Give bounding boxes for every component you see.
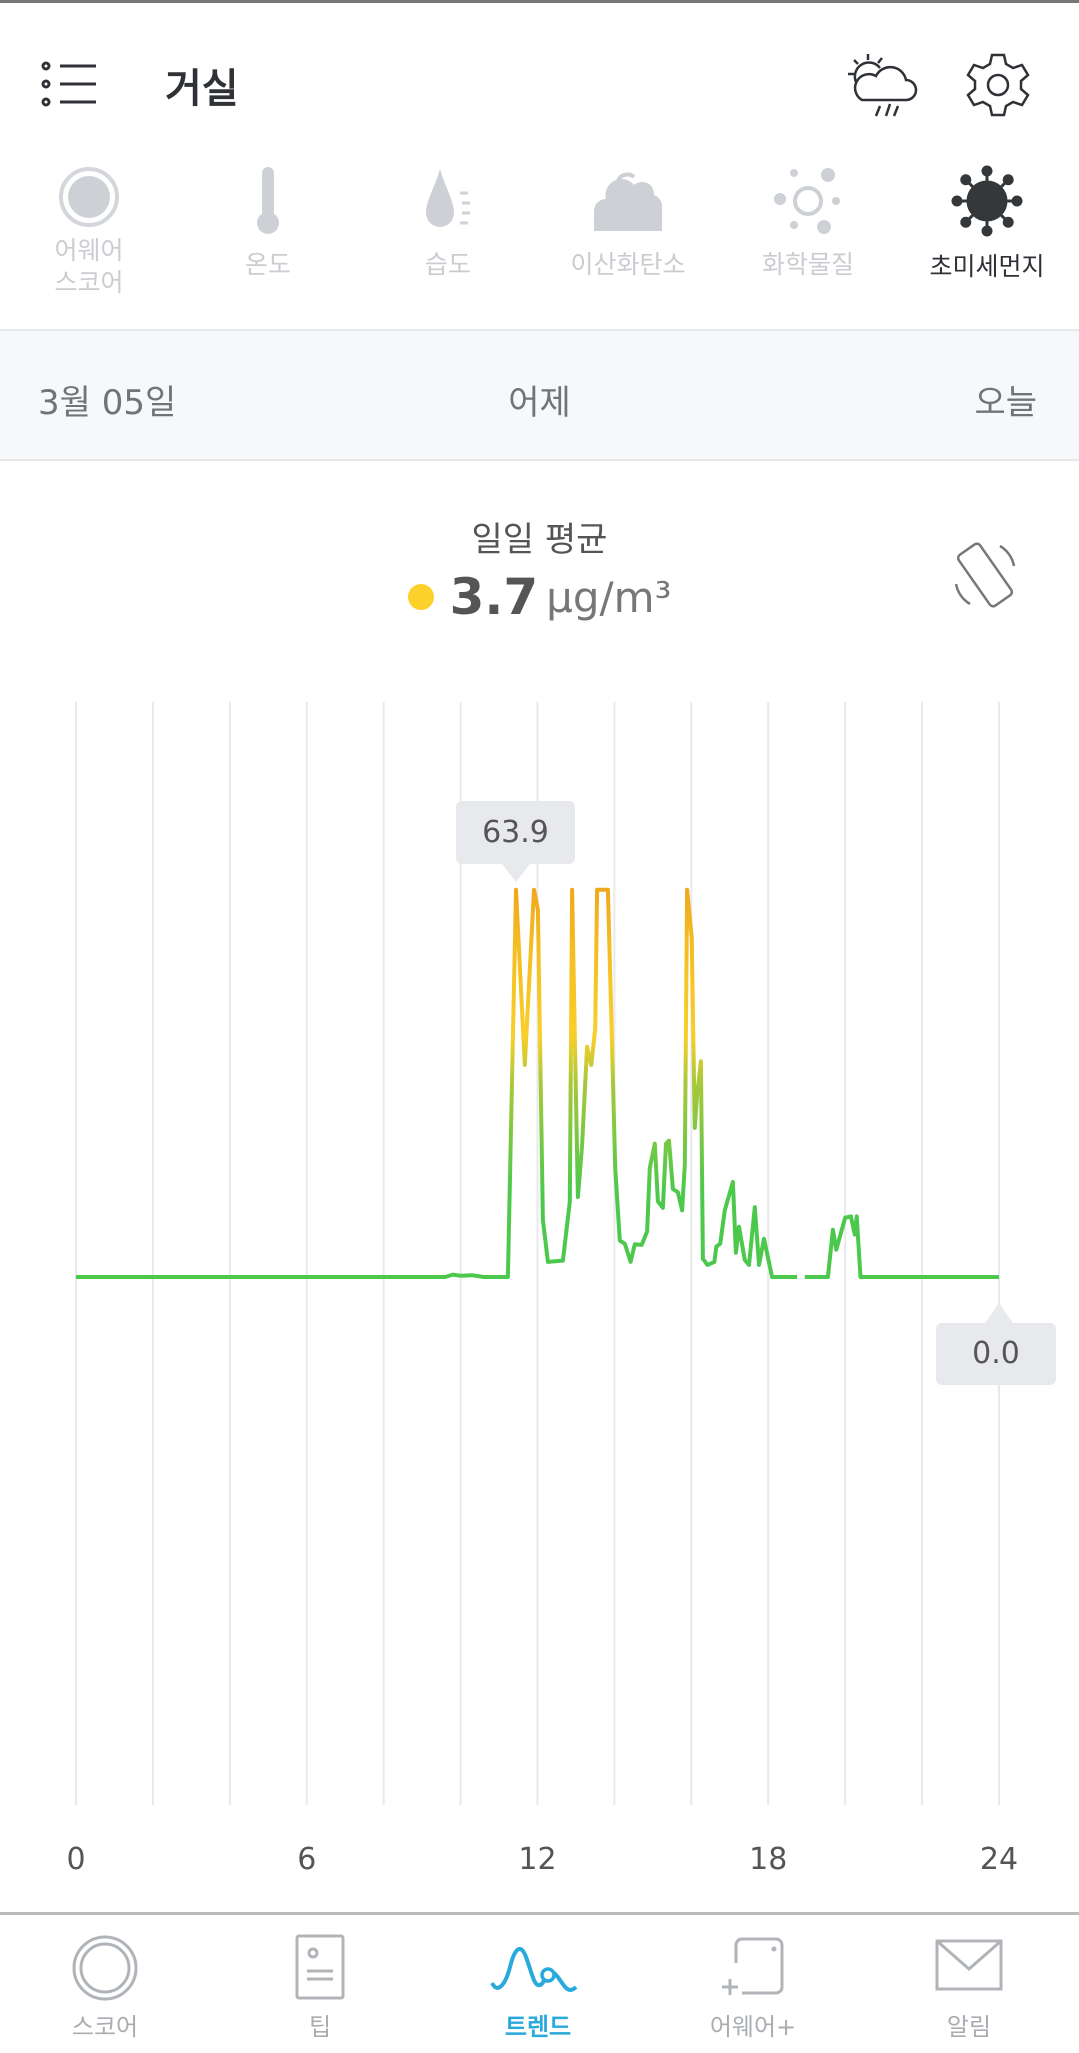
tab-label: 습도 [424, 250, 471, 279]
x-tick-label: 18 [749, 1842, 788, 1877]
co2-cloud-icon [594, 172, 663, 231]
tab-pm25[interactable]: 초미세먼지 [902, 165, 1072, 283]
selected-date[interactable]: 3월 05일 [38, 383, 177, 423]
status-dot [407, 584, 434, 610]
gear-icon[interactable] [966, 52, 1030, 118]
x-tick-label: 24 [979, 1842, 1019, 1877]
partly-cloudy-rain-icon[interactable] [846, 52, 920, 118]
tab-chemicals[interactable]: 화학물질 [723, 165, 893, 281]
tab-label: 이산화탄소 [570, 250, 686, 279]
thermometer-icon [257, 167, 279, 234]
max-value-tooltip: 63.9 [456, 801, 575, 864]
tab-label: 어웨어 스코어 [54, 236, 124, 297]
pm25-particle-icon [951, 165, 1023, 237]
pm25-series-line [804, 1214, 999, 1279]
x-tick-label: 6 [297, 1842, 317, 1877]
nav-label: 트렌드 [504, 2013, 572, 2041]
max-value: 63.9 [482, 815, 549, 850]
chemicals-icon [774, 168, 840, 234]
tab-awair-score[interactable]: 어웨어 스코어 [4, 165, 174, 299]
tab-label: 화학물질 [761, 250, 854, 279]
tip-card-icon [295, 1934, 345, 2000]
score-ring-icon [59, 167, 119, 227]
awair-plus-icon [722, 1937, 784, 1995]
average-number: 3.7 [449, 568, 539, 626]
mail-icon [935, 1939, 1003, 1991]
humidity-drop-icon [426, 169, 470, 227]
trend-wave-icon [490, 1946, 578, 1992]
tab-humidity[interactable]: 습도 [363, 165, 533, 281]
date-navigator: 3월 05일 어제 오늘 [0, 329, 1079, 461]
x-tick-label: 12 [518, 1842, 557, 1877]
nav-notifications[interactable]: 알림 [889, 1933, 1049, 2042]
nav-score[interactable]: 스코어 [25, 1933, 185, 2042]
nav-label: 스코어 [71, 2013, 139, 2041]
current-value-tooltip: 0.0 [936, 1323, 1056, 1385]
score-circle-icon [72, 1935, 138, 2001]
tab-temperature[interactable]: 온도 [183, 165, 353, 281]
room-title: 거실 [165, 66, 239, 112]
current-tooltip-arrow [985, 1303, 1013, 1323]
list-menu-icon[interactable] [40, 60, 100, 108]
tab-co2[interactable]: 이산화탄소 [543, 165, 713, 281]
pm25-series-line [76, 887, 798, 1279]
max-tooltip-arrow [501, 864, 530, 882]
bottom-navigation: 스코어 팁 트렌드 어웨어+ 알림 [0, 1912, 1079, 2053]
x-tick-label: 0 [66, 1842, 86, 1877]
average-unit: μg/m³ [546, 572, 672, 622]
nav-label: 팁 [308, 2013, 332, 2041]
nav-trend[interactable]: 트렌드 [458, 1933, 618, 2042]
daily-average-value: 3.7 μg/m³ [0, 568, 1079, 626]
current-value: 0.0 [972, 1336, 1020, 1371]
nav-label: 알림 [946, 2013, 992, 2041]
yesterday-label: 어제 [508, 383, 571, 423]
daily-average-label: 일일 평균 [471, 520, 608, 560]
nav-label: 어웨어+ [709, 2013, 797, 2041]
tab-label: 온도 [244, 250, 291, 279]
nav-tips[interactable]: 팁 [240, 1933, 400, 2042]
nav-awair-plus[interactable]: 어웨어+ [673, 1933, 833, 2042]
pm25-trend-chart [75, 702, 1013, 1805]
today-button[interactable]: 오늘 [974, 383, 1037, 423]
status-bar-edge [0, 0, 1079, 3]
rotate-screen-icon[interactable] [950, 540, 1020, 610]
tab-label: 초미세먼지 [929, 252, 1045, 281]
